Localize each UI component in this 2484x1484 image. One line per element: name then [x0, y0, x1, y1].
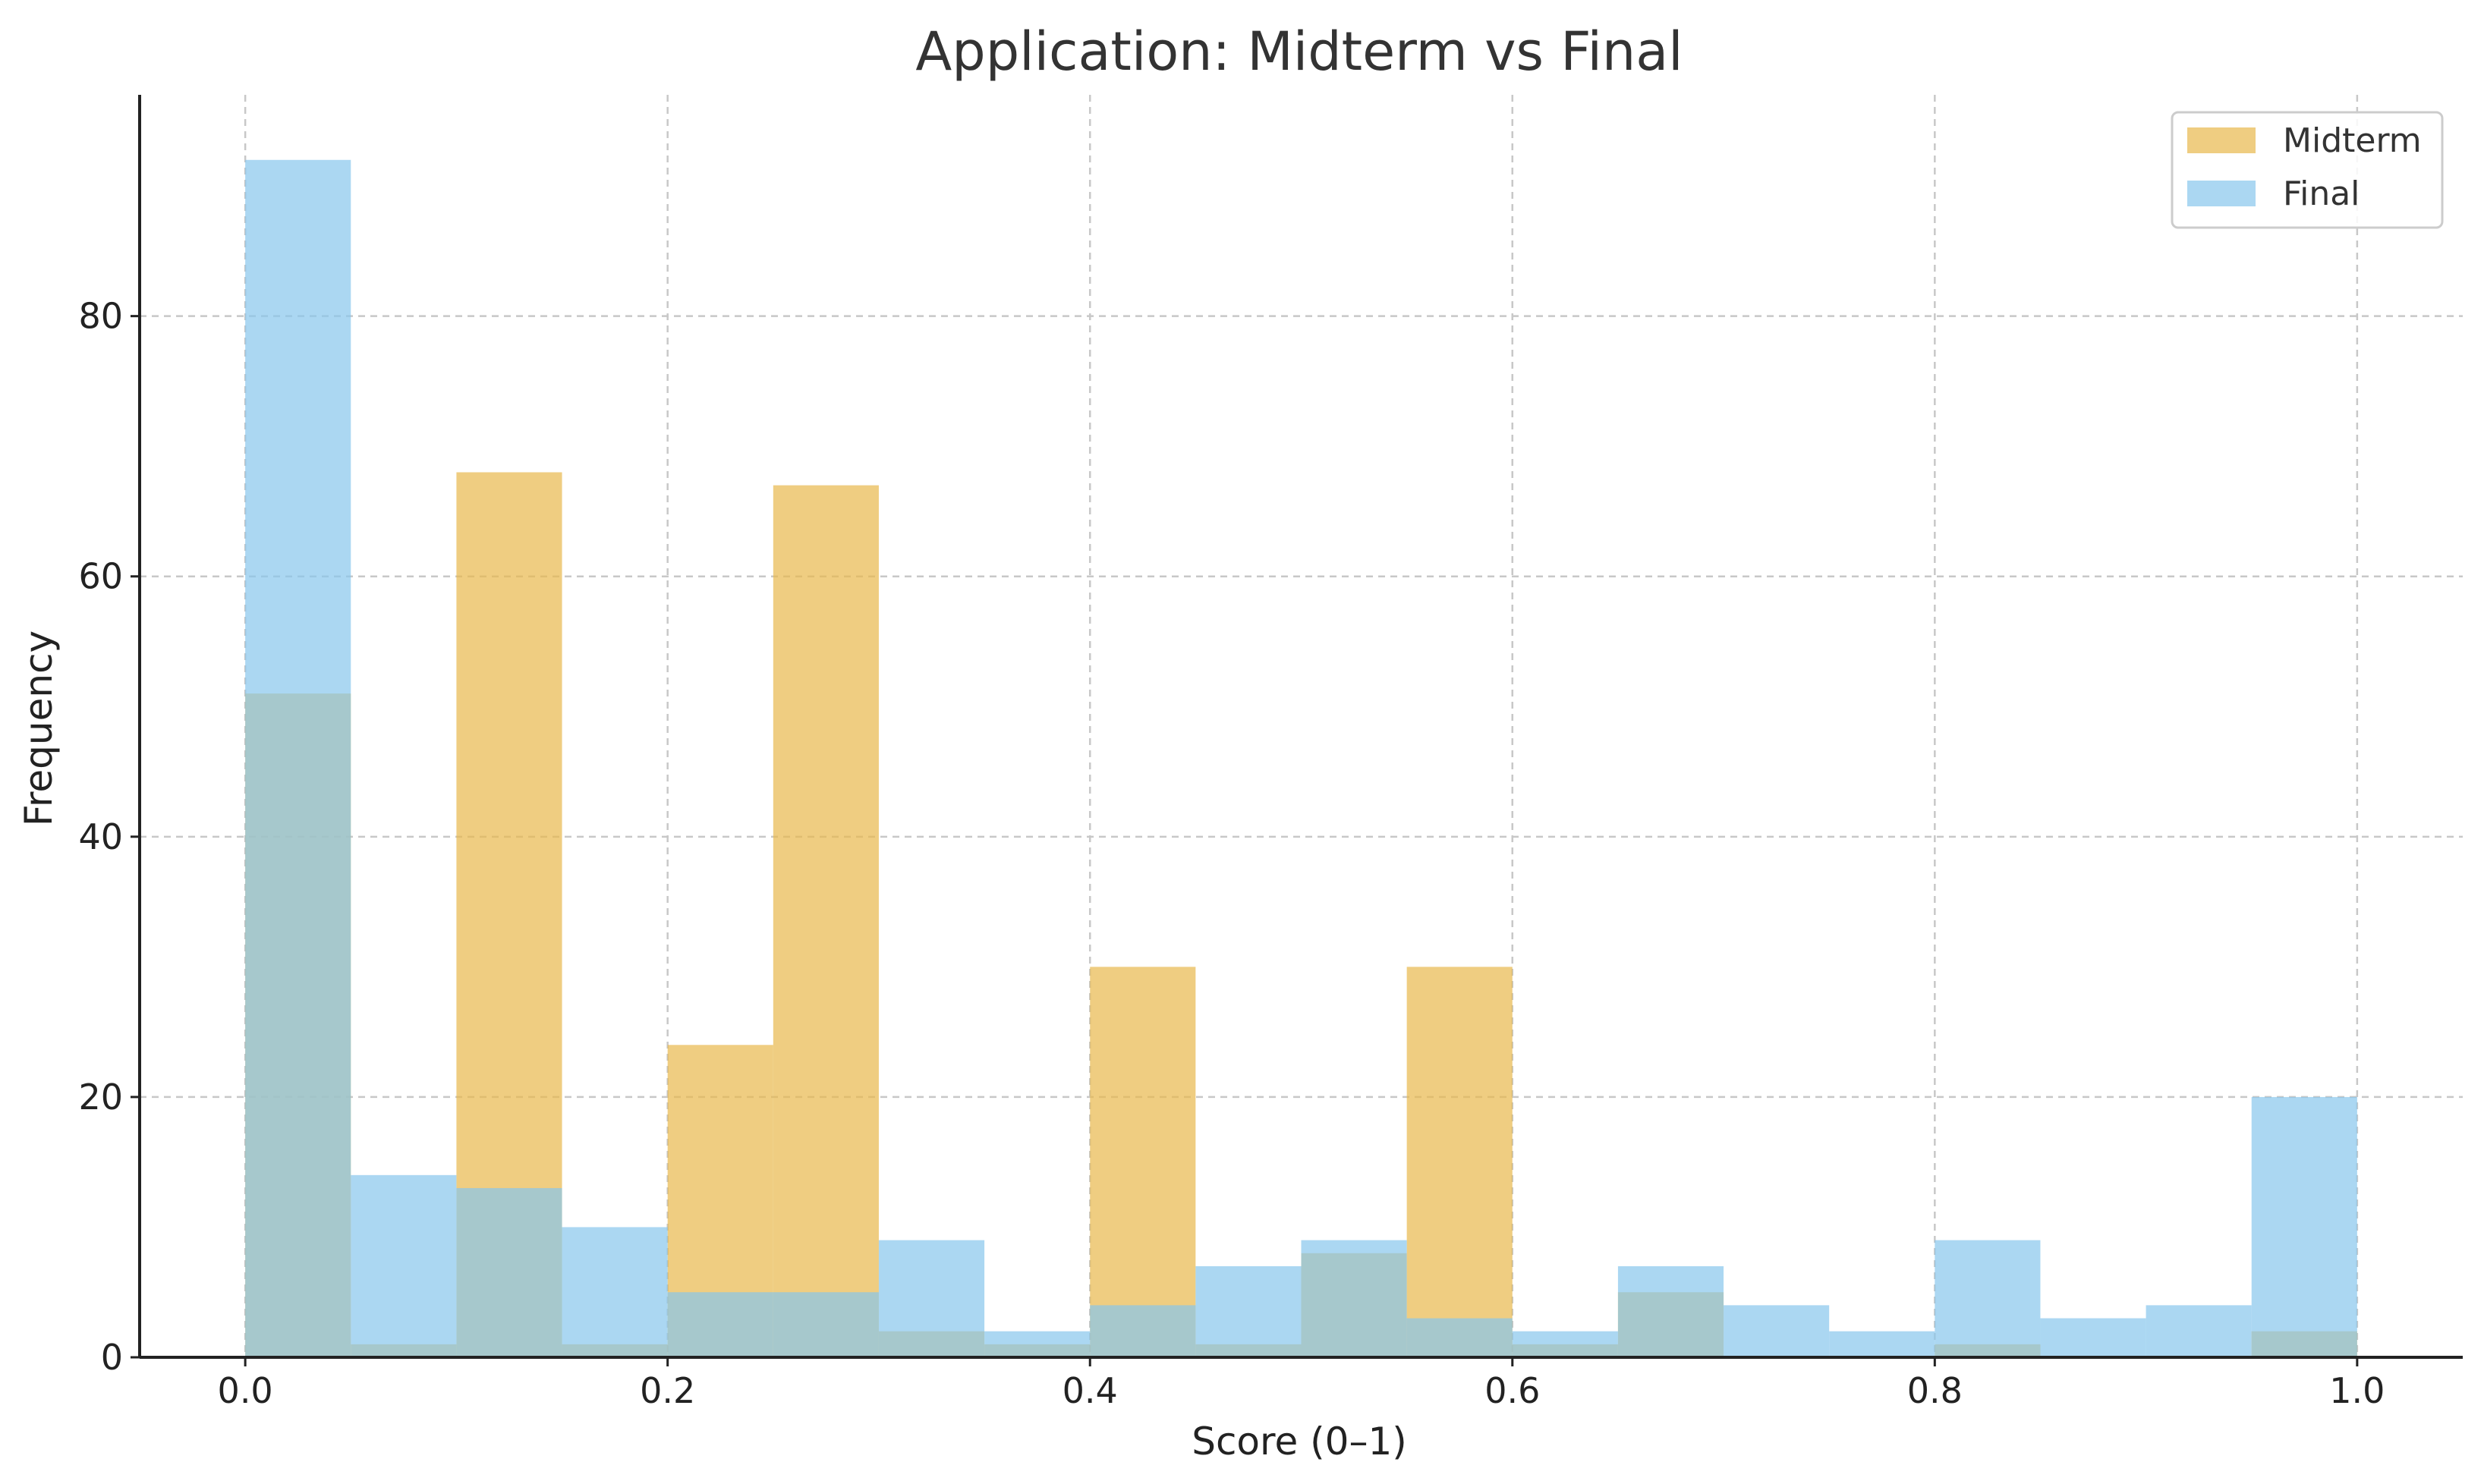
bar-midterm-8 — [1090, 967, 1196, 1357]
bar-final-4 — [667, 1292, 773, 1357]
bar-final-16 — [1935, 1240, 2041, 1357]
legend-label-midterm: Midterm — [2283, 121, 2422, 160]
bar-final-17 — [2040, 1318, 2146, 1357]
bar-final-12 — [1512, 1331, 1618, 1357]
x-axis-title: Score (0–1) — [1192, 1420, 1407, 1464]
axes-layer — [138, 95, 2463, 1359]
bar-final-11 — [1406, 1318, 1513, 1357]
bar-final-6 — [878, 1240, 985, 1357]
y-axis-title: Frequency — [17, 630, 61, 826]
y-tick-label-60: 60 — [78, 556, 123, 597]
legend: Midterm Final — [2171, 111, 2444, 229]
chart-title: Application: Midterm vs Final — [915, 20, 1683, 83]
x-tick-label-0.6: 0.6 — [1484, 1370, 1540, 1411]
y-tick-label-20: 20 — [78, 1077, 123, 1118]
bar-midterm-5 — [773, 485, 879, 1357]
bar-final-19 — [2251, 1096, 2357, 1357]
ticks-layer: 0.0 0.2 0.4 0.6 0.8 1.0 0 20 40 60 80 — [78, 296, 2385, 1411]
x-tick-label-0.0: 0.0 — [218, 1370, 273, 1411]
bar-final-5 — [773, 1292, 879, 1357]
bar-final-1 — [351, 1174, 457, 1357]
x-tick-label-1.0: 1.0 — [2329, 1370, 2385, 1411]
y-tick-label-0: 0 — [101, 1337, 123, 1378]
x-tick-label-0.2: 0.2 — [640, 1370, 695, 1411]
bar-final-3 — [562, 1227, 668, 1357]
legend-swatch-midterm — [2187, 127, 2256, 153]
bar-midterm-11 — [1406, 967, 1513, 1357]
bar-final-13 — [1617, 1265, 1724, 1357]
legend-swatch-final — [2187, 181, 2256, 206]
bar-final-7 — [984, 1331, 1091, 1357]
y-tick-label-80: 80 — [78, 296, 123, 337]
grid-layer — [140, 95, 2463, 1357]
x-tick-label-0.8: 0.8 — [1907, 1370, 1963, 1411]
x-tick-label-0.4: 0.4 — [1063, 1370, 1118, 1411]
bar-final-2 — [456, 1187, 562, 1357]
bar-final-0 — [245, 159, 351, 1357]
bar-final-14 — [1724, 1305, 1830, 1357]
legend-label-final: Final — [2283, 174, 2360, 213]
bar-final-8 — [1090, 1305, 1196, 1357]
series-final-bars — [245, 159, 2357, 1357]
bar-final-15 — [1829, 1331, 1935, 1357]
bar-final-10 — [1301, 1240, 1407, 1357]
bar-final-18 — [2146, 1305, 2252, 1357]
y-tick-label-40: 40 — [78, 816, 123, 857]
bar-final-9 — [1195, 1265, 1302, 1357]
